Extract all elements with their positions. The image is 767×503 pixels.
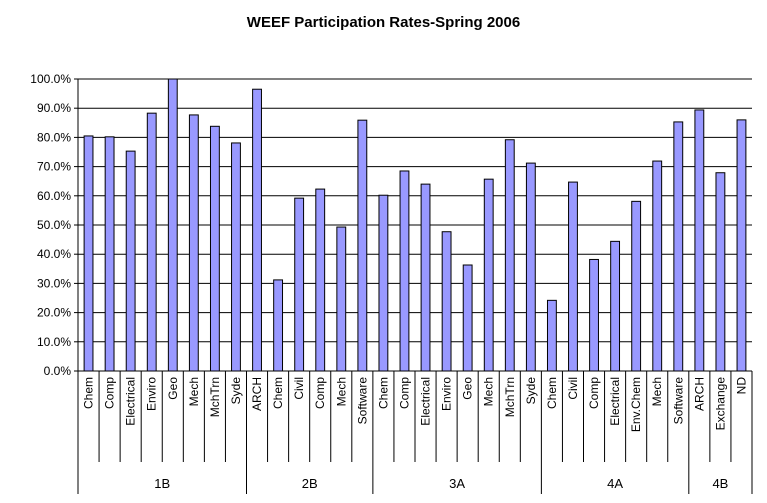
- bar: [631, 200, 642, 372]
- bar: [83, 135, 94, 372]
- y-tick-label: 20.0%: [37, 306, 71, 320]
- bar: [336, 226, 347, 372]
- y-tick-label: 10.0%: [37, 335, 71, 349]
- group-label: 1B: [154, 476, 170, 491]
- y-tick-label: 100.0%: [30, 72, 71, 86]
- x-tick-label: Chem: [82, 377, 96, 409]
- x-tick-label: Comp: [103, 377, 117, 409]
- x-tick-label: Comp: [397, 377, 411, 409]
- x-tick-label: MchTrn: [503, 377, 517, 417]
- bar: [441, 231, 452, 372]
- y-tick-label: 30.0%: [37, 276, 71, 290]
- bar: [736, 119, 747, 372]
- x-tick-label: ARCH: [692, 377, 706, 411]
- x-tick-label: Geo: [461, 377, 475, 400]
- x-tick-label: Mech: [482, 377, 496, 406]
- bar: [399, 170, 410, 372]
- bar: [568, 181, 578, 372]
- bar: [146, 112, 157, 372]
- bar: [231, 142, 241, 372]
- x-tick-label: Electrical: [608, 377, 622, 426]
- x-tick-label: Software: [671, 377, 685, 425]
- bars: [83, 78, 747, 372]
- x-tick-label: Geo: [166, 377, 180, 400]
- x-tick-label: Syde: [524, 377, 538, 405]
- x-group-labels: 1B 2B 3A 4A 4B: [154, 476, 728, 491]
- y-tick-label: 0.0%: [44, 364, 72, 378]
- x-tick-label: Software: [355, 377, 369, 425]
- group-label: 3A: [449, 476, 465, 491]
- x-tick-label: Env.Chem: [629, 377, 643, 432]
- x-tick-label: Comp: [313, 377, 327, 409]
- x-tick-label: Electrical: [124, 377, 138, 426]
- x-tick-label: Comp: [587, 377, 601, 409]
- x-tick-label: ARCH: [250, 377, 264, 411]
- y-tick-labels: 0.0% 10.0% 20.0% 30.0% 40.0% 50.0% 60.0% 70.0% 8…: [30, 72, 71, 378]
- y-tick-label: 80.0%: [37, 130, 71, 144]
- bar: [715, 172, 726, 372]
- y-tick-label: 40.0%: [37, 247, 71, 261]
- bar: [209, 125, 220, 372]
- bar: [167, 78, 178, 372]
- x-tick-label: Mech: [334, 377, 348, 406]
- bar: [546, 299, 557, 372]
- x-tick-label: Chem: [376, 377, 390, 409]
- x-tick-label: Mech: [187, 377, 201, 406]
- x-tick-label: Exchange: [713, 377, 727, 431]
- x-tick-label: Chem: [545, 377, 559, 409]
- x-tick-label: ND: [734, 377, 748, 395]
- bar: [273, 279, 284, 372]
- gridlines: [78, 78, 752, 343]
- bar: [378, 194, 389, 372]
- bar: [673, 121, 684, 372]
- x-tick-label: Mech: [650, 377, 664, 406]
- bar: [104, 136, 115, 372]
- bar: [462, 264, 473, 372]
- x-tick-label: MchTrn: [208, 377, 222, 417]
- bar: [694, 109, 705, 372]
- bar: [504, 139, 515, 372]
- y-tick-label: 50.0%: [37, 218, 71, 232]
- bar: [589, 258, 599, 372]
- y-tick-label: 70.0%: [37, 160, 71, 174]
- x-tick-label: Civil: [566, 377, 580, 400]
- bar: [315, 188, 326, 372]
- x-tick-label: Enviro: [440, 377, 454, 411]
- x-tick-label: Chem: [271, 377, 285, 409]
- bar: [188, 114, 199, 372]
- group-label: 2B: [302, 476, 318, 491]
- chart-title: WEEF Participation Rates-Spring 2006: [246, 14, 521, 31]
- x-tick-label: Electrical: [419, 377, 433, 426]
- axes: [74, 78, 753, 494]
- y-tick-label: 60.0%: [37, 189, 71, 203]
- bar: [525, 162, 536, 372]
- bar: [483, 178, 494, 372]
- x-tick-label: Civil: [292, 377, 306, 400]
- bar: [420, 183, 431, 372]
- bar: [652, 160, 663, 372]
- x-tick-label: Enviro: [145, 377, 159, 411]
- y-tick-label: 90.0%: [37, 101, 71, 115]
- x-category-labels: Chem Comp Electrical Enviro Geo Mech MchTrn Syd…: [82, 377, 749, 432]
- bar: [610, 240, 621, 372]
- x-tick-label: Syde: [229, 377, 243, 405]
- group-label: 4A: [607, 476, 623, 491]
- group-label: 4B: [712, 476, 728, 491]
- bar: [252, 88, 262, 372]
- bar: [294, 197, 305, 372]
- bar: [357, 119, 368, 372]
- bar: [125, 150, 136, 372]
